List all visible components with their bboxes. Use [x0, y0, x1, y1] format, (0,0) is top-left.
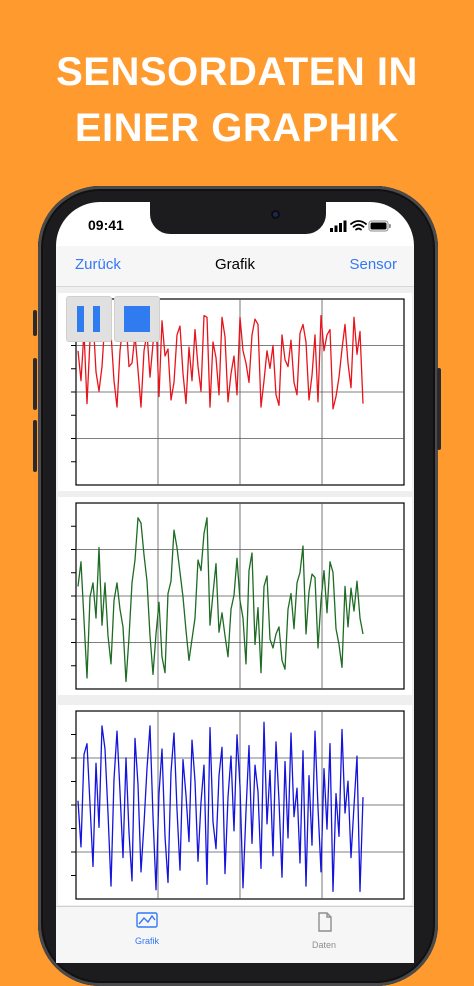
power-button [437, 368, 441, 450]
headline-line-2: EINER GRAPHIK [74, 106, 400, 150]
chart-y [71, 502, 405, 690]
signal-icon [330, 220, 347, 232]
camera-icon [271, 210, 280, 219]
headline-line-1: SENSORDATEN IN [56, 50, 418, 94]
series-line-z [77, 721, 364, 893]
tab-bar: Grafik Daten [56, 906, 414, 963]
headline: SENSORDATEN IN EINER GRAPHIK [0, 44, 474, 156]
back-button[interactable]: Zurück [75, 256, 121, 273]
series-line-y [77, 517, 364, 683]
chart-panel-y [58, 497, 412, 695]
navigation-bar: Zurück Grafik Sensor [56, 246, 414, 287]
page-title: Grafik [214, 256, 255, 273]
chart-z [71, 710, 405, 900]
tab-grafik-label: Grafik [134, 936, 159, 946]
chart-area [56, 287, 414, 907]
volume-down-button [33, 420, 37, 472]
pause-icon [77, 306, 100, 332]
chart-panel-x [58, 293, 412, 491]
tab-daten-label: Daten [311, 940, 337, 950]
status-bar: 09:41 [56, 202, 414, 250]
status-icons [330, 220, 391, 232]
chart-x [71, 298, 405, 486]
stop-button[interactable] [114, 296, 160, 342]
tab-grafik[interactable]: Grafik [107, 911, 187, 946]
wifi-icon [350, 220, 367, 231]
volume-up-button [33, 358, 37, 410]
pause-button[interactable] [66, 296, 112, 342]
sensor-button[interactable]: Sensor [349, 256, 397, 273]
battery-icon [368, 220, 391, 232]
chart-panel-z [58, 705, 412, 905]
chart-icon [136, 912, 158, 928]
document-icon [318, 912, 332, 932]
status-time: 09:41 [88, 217, 124, 233]
stop-icon [124, 306, 150, 332]
tab-daten[interactable]: Daten [284, 911, 364, 950]
side-button [33, 310, 37, 336]
notch [150, 202, 326, 234]
